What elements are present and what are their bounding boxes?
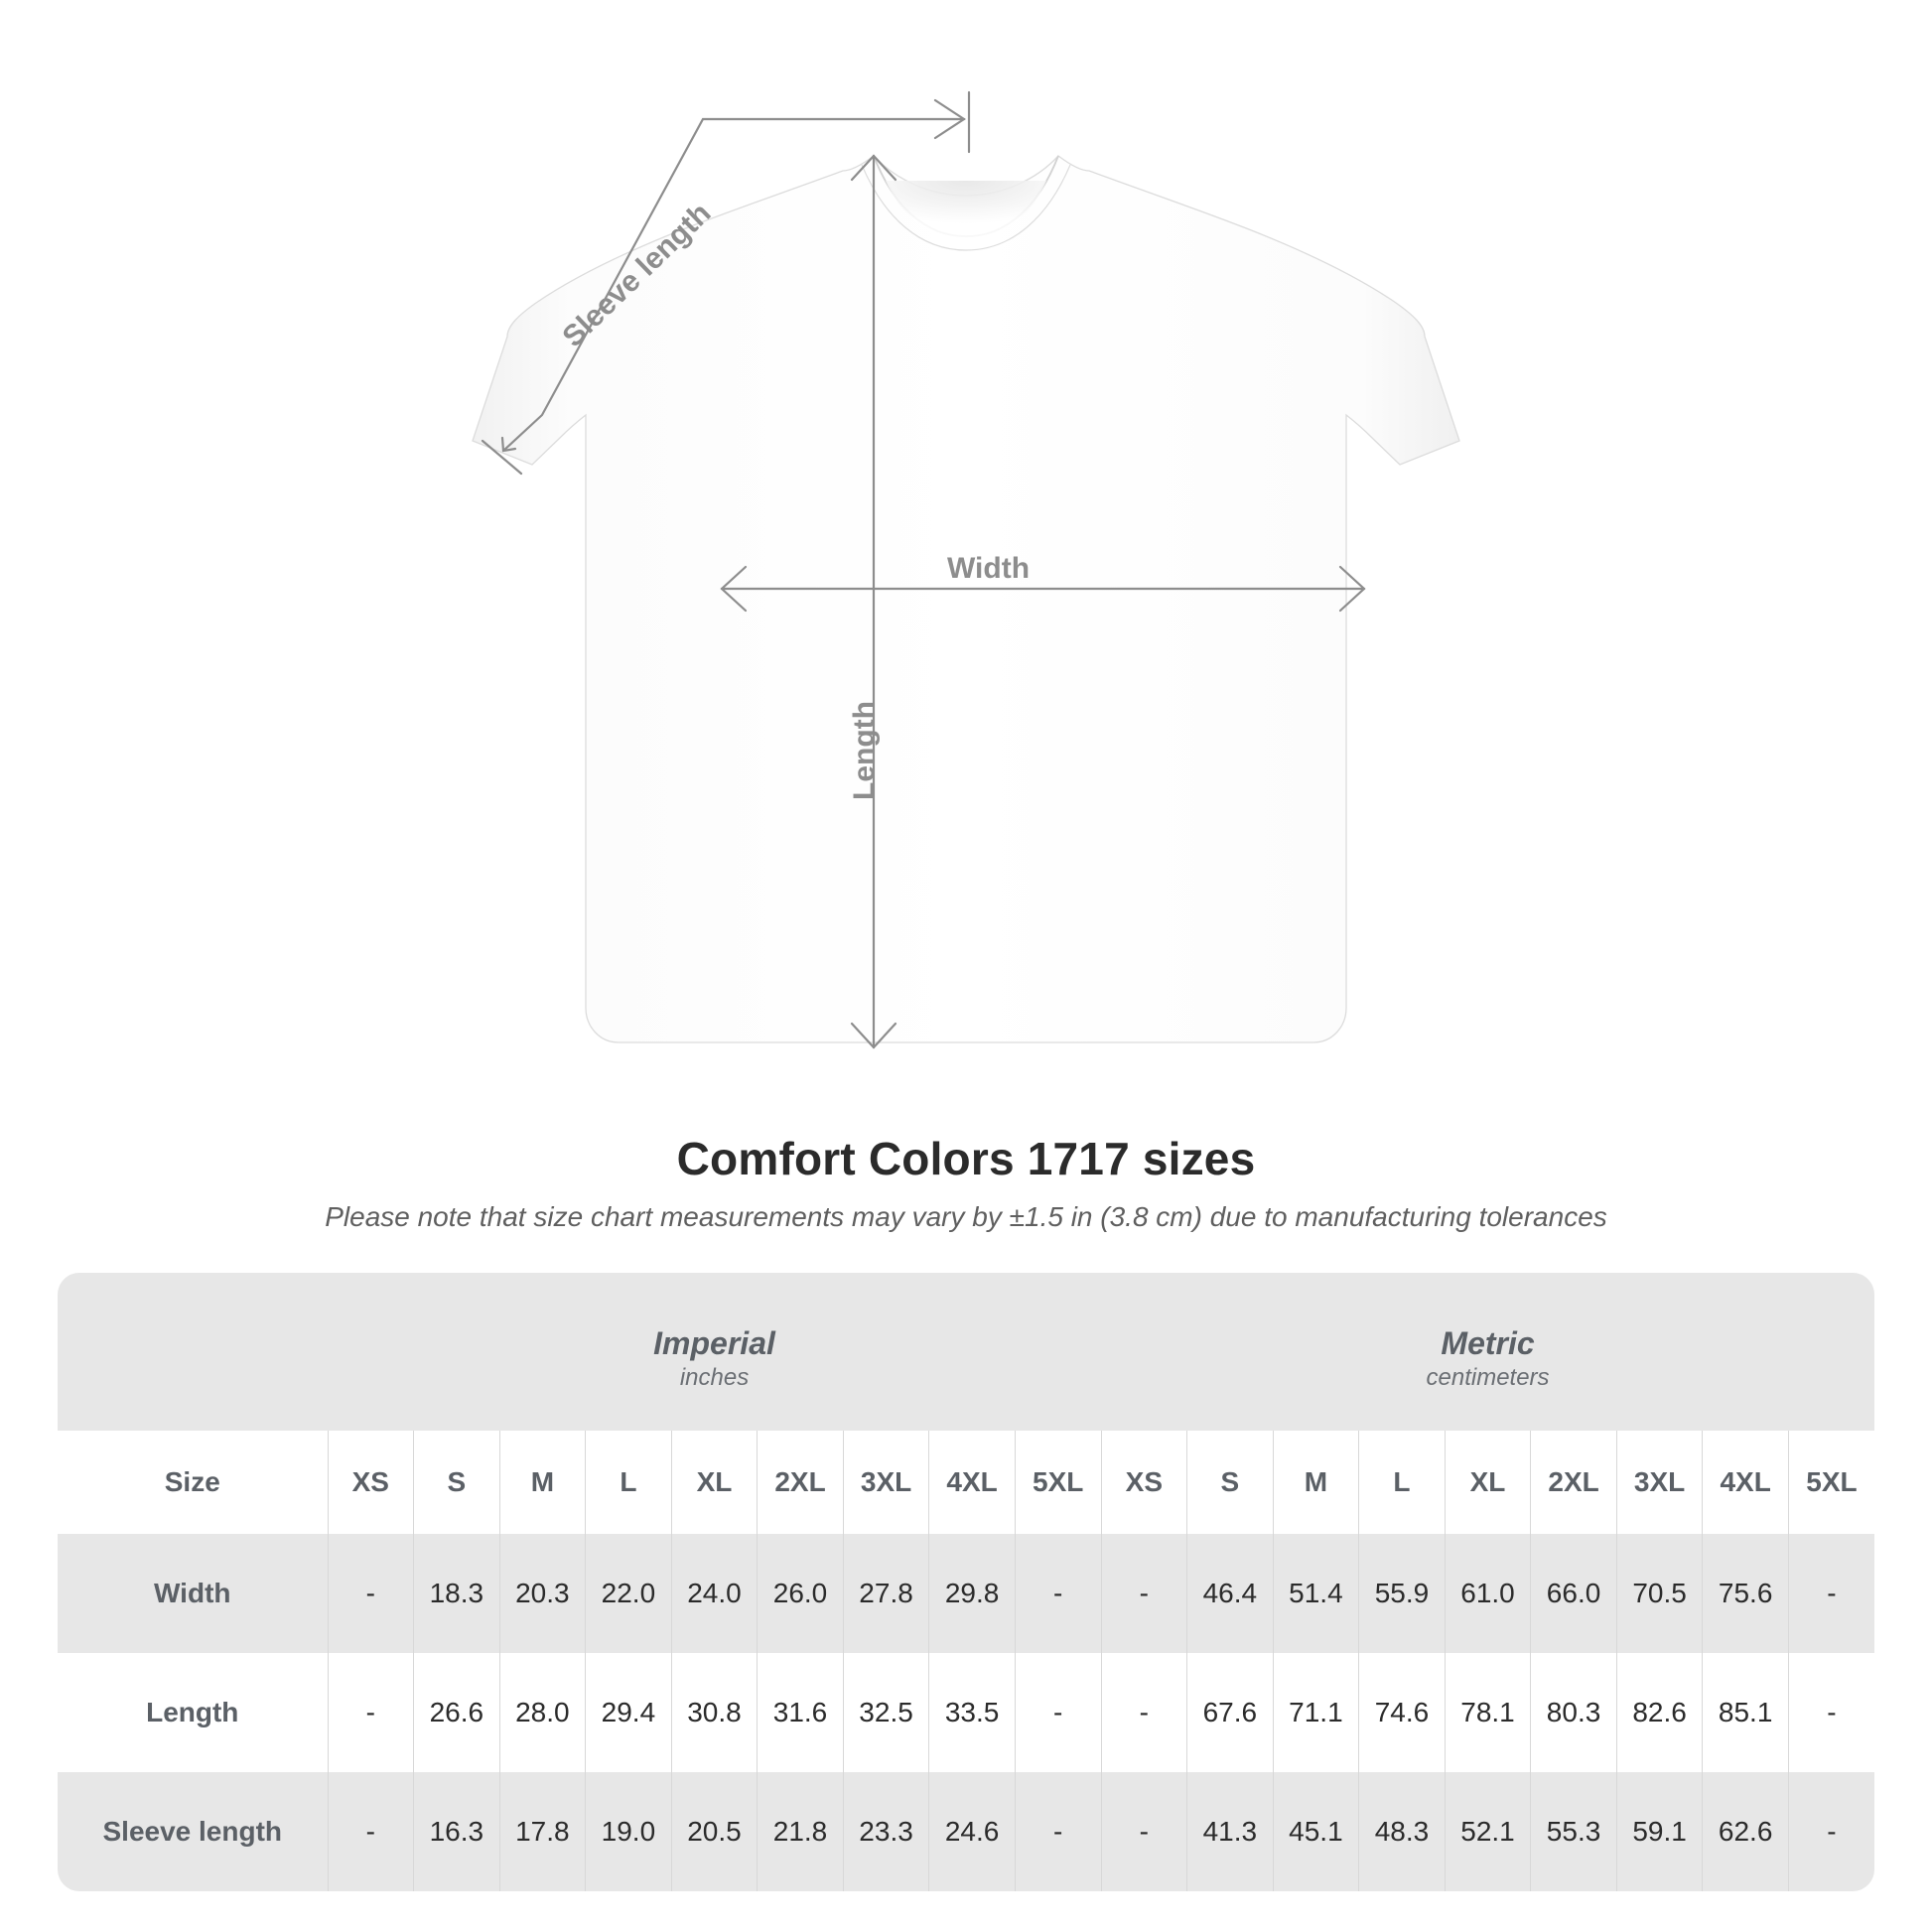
svg-text:Length: Length bbox=[848, 701, 881, 800]
svg-text:Width: Width bbox=[947, 552, 1030, 585]
